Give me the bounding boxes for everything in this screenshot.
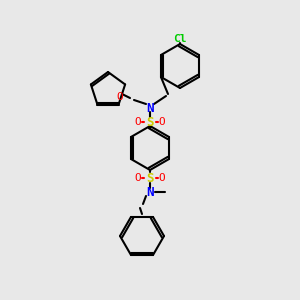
Text: S: S xyxy=(146,116,154,128)
Text: S: S xyxy=(146,172,154,184)
Text: O: O xyxy=(135,173,141,183)
Text: Cl: Cl xyxy=(173,34,187,44)
Text: N: N xyxy=(146,185,154,199)
Text: N: N xyxy=(146,101,154,115)
Text: O: O xyxy=(159,117,165,127)
Text: O: O xyxy=(159,173,165,183)
Text: O: O xyxy=(116,92,123,103)
Text: O: O xyxy=(135,117,141,127)
